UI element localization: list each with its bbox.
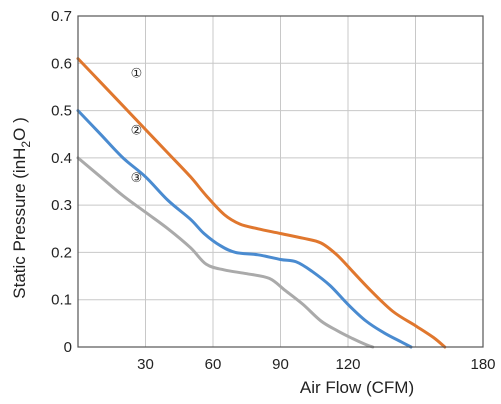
x-tick-label: 30: [137, 356, 154, 373]
series-line-2: [76, 109, 413, 349]
grid: [78, 16, 483, 347]
x-axis-ticks: 30 60 90 120 180: [137, 356, 495, 373]
plot-frame: [77, 15, 484, 348]
x-tick-label: 120: [335, 356, 360, 373]
series-label-3: ③: [131, 170, 143, 185]
series-label-2: ②: [131, 122, 143, 137]
y-axis-title-prefix: Static Pressure (inH: [10, 148, 29, 299]
y-tick-label: 0.1: [51, 292, 72, 309]
y-axis-title-subscript: 2: [19, 141, 33, 148]
y-tick-label: 0.3: [51, 197, 72, 214]
y-axis-title: Static Pressure (inH2O ): [10, 117, 33, 298]
y-tick-label: 0.5: [51, 103, 72, 120]
y-tick-label: 0.7: [51, 8, 72, 25]
curves: [76, 57, 447, 349]
x-tick-label: 90: [272, 356, 289, 373]
series-line-3: [76, 156, 375, 349]
y-axis-ticks: 0 0.1 0.2 0.3 0.4 0.5 0.6 0.7: [51, 8, 72, 356]
y-tick-label: 0.6: [51, 55, 72, 72]
curve-labels: ① ② ③: [131, 66, 143, 185]
series-label-1: ①: [131, 66, 143, 81]
x-tick-label: 180: [470, 356, 495, 373]
y-tick-label: 0: [64, 339, 72, 356]
y-axis-title-suffix: O ): [10, 117, 29, 141]
y-tick-label: 0.4: [51, 150, 72, 167]
x-tick-label: 60: [205, 356, 222, 373]
x-axis-title: Air Flow (CFM): [300, 378, 414, 397]
y-tick-label: 0.2: [51, 244, 72, 261]
series-line-1: [76, 57, 447, 349]
